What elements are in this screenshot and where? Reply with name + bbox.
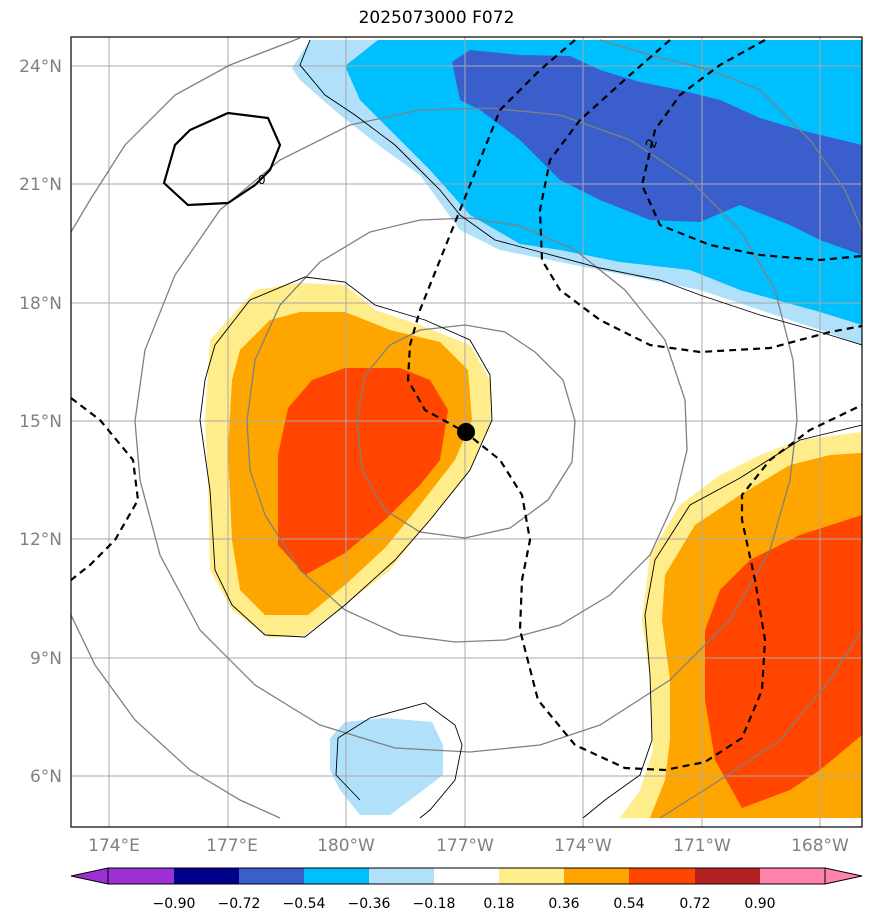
lon-label-180w: 180°W	[317, 836, 375, 856]
colorbar-tick-8: 0.54	[613, 896, 644, 912]
dashed-contours	[71, 39, 862, 772]
colorbar-bin-2	[174, 868, 239, 884]
lat-label-24n: 24°N	[19, 57, 62, 77]
colorbar-bin-9	[629, 868, 695, 884]
graticule	[71, 37, 862, 827]
colorbar-bin-10	[695, 868, 760, 884]
latitude-labels: 24°N 21°N 18°N 15°N 12°N 9°N 6°N	[19, 57, 62, 787]
lat-label-21n: 21°N	[19, 175, 62, 195]
colorbar-tick-9: 0.72	[679, 896, 710, 912]
colorbar-tick-5: −0.18	[413, 896, 456, 912]
colorbar-extend-low	[70, 867, 109, 885]
lat-label-12n: 12°N	[19, 530, 62, 550]
colorbar-tick-4: −0.36	[348, 896, 391, 912]
longitude-labels: 174°E 177°E 180°W 177°W 174°W 171°W 168°…	[88, 836, 849, 856]
lon-label-168w: 168°W	[791, 836, 849, 856]
colorbar-tick-7: 0.36	[548, 896, 579, 912]
map-frame	[70, 36, 863, 828]
thin-outline-contours	[199, 39, 862, 819]
colorbar-bin-4	[304, 868, 369, 884]
lat-label-6n: 6°N	[30, 767, 62, 787]
lat-label-18n: 18°N	[19, 294, 62, 314]
lon-label-174w: 174°W	[554, 836, 612, 856]
shading-blue-north	[452, 50, 862, 255]
colorbar-bin-1	[108, 868, 174, 884]
colorbar-bin-3	[239, 868, 304, 884]
colorbar-tick-2: −0.72	[218, 896, 261, 912]
colorbar-frame	[107, 867, 826, 885]
map-title: 2025073000 F072	[358, 8, 515, 28]
lon-label-177w: 177°W	[436, 836, 494, 856]
lat-label-9n: 9°N	[30, 649, 62, 669]
colorbar-tick-1: −0.90	[153, 896, 196, 912]
lon-label-177e: 177°E	[206, 836, 258, 856]
colorbar-bin-7	[499, 868, 564, 884]
colorbar-tick-3: −0.54	[283, 896, 326, 912]
colorbar-bin-6	[434, 868, 499, 884]
colorbar-bin-11	[760, 868, 825, 884]
colorbar-tick-labels: −0.90 −0.72 −0.54 −0.36 −0.18 0.18 0.36 …	[153, 896, 776, 912]
colorbar-bin-8	[564, 868, 629, 884]
shading-light-blue-south	[330, 718, 443, 815]
map-plot: 0 2	[71, 37, 862, 827]
lon-label-171w: 171°W	[673, 836, 731, 856]
geopotential-contours	[71, 37, 862, 819]
colorbar-extend-high	[824, 867, 863, 885]
contour-label-0: 0	[258, 173, 266, 187]
lat-label-15n: 15°N	[19, 412, 62, 432]
lon-label-174e: 174°E	[88, 836, 140, 856]
colorbar-bin-5	[369, 868, 434, 884]
storm-center-marker	[457, 423, 475, 441]
colorbar: −0.90 −0.72 −0.54 −0.36 −0.18 0.18 0.36 …	[70, 867, 863, 912]
colorbar-tick-6: 0.18	[483, 896, 514, 912]
colorbar-tick-10: 0.90	[744, 896, 775, 912]
shading-red-se	[705, 515, 862, 808]
closed-contour-black	[162, 111, 282, 207]
